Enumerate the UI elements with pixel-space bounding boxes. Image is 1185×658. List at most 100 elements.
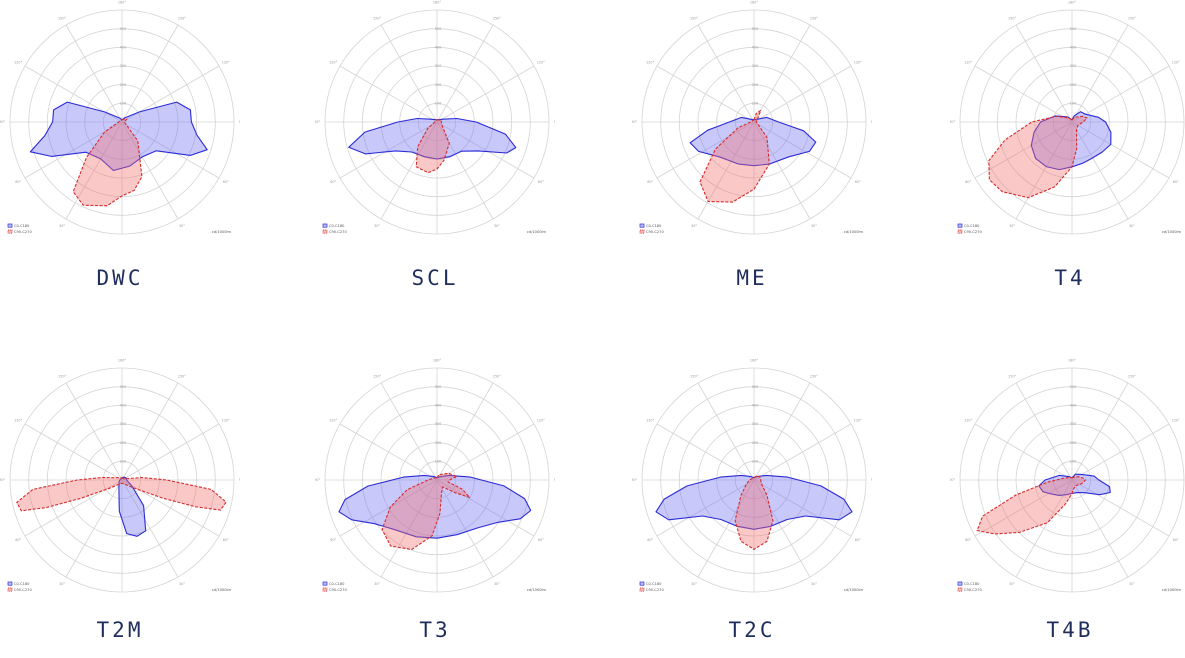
legend-label-c90: C90-C270 xyxy=(964,588,982,592)
grid-ray xyxy=(121,121,179,220)
angle-tick-label: 60° xyxy=(15,538,21,542)
radial-tick-label: 500 xyxy=(1070,27,1076,31)
legend-swatch-c90 xyxy=(957,587,963,592)
unit-label: cd/1000lm xyxy=(212,588,232,592)
legend: C0-C180 C90-C270 xyxy=(7,581,32,592)
radial-tick-label: 300 xyxy=(752,422,758,426)
grid-ray xyxy=(65,121,123,220)
angle-tick-label: 30° xyxy=(374,582,380,586)
legend-swatch-c0 xyxy=(639,581,645,586)
polar-diagram-t4b: 180°150°150°120°120°90°90°60°60°30°30°0°… xyxy=(950,358,1185,658)
angle-tick-label: 60° xyxy=(855,180,861,184)
angle-tick-label: 120° xyxy=(1172,60,1180,64)
grid-ray xyxy=(121,423,220,481)
angle-tick-label: 120° xyxy=(854,418,862,422)
angle-tick-label: 120° xyxy=(646,60,654,64)
angle-tick-label: 30° xyxy=(691,582,697,586)
angle-tick-label: 30° xyxy=(179,224,185,228)
grid-ray xyxy=(753,479,852,537)
radial-tick-label: 400 xyxy=(752,404,758,408)
curve-c90-c270 xyxy=(988,115,1088,199)
polar-diagram-t4: 180°150°150°120°120°90°90°60°60°30°30°0°… xyxy=(950,0,1185,300)
angle-tick-label: 150° xyxy=(690,374,698,378)
legend-swatch-c90 xyxy=(7,229,13,234)
radial-tick-label: 400 xyxy=(120,46,126,50)
legend-label-c90: C90-C270 xyxy=(646,588,664,592)
legend: C0-C180 C90-C270 xyxy=(639,223,664,234)
legend-swatch-c0 xyxy=(322,581,328,586)
angle-tick-label: 180° xyxy=(750,0,758,4)
radial-tick-label: 500 xyxy=(752,27,758,31)
curve-c0-c180 xyxy=(338,474,532,539)
angle-tick-label: 150° xyxy=(58,374,66,378)
radial-tick-label: 400 xyxy=(435,46,441,50)
diagram-label: T4 xyxy=(1054,266,1086,290)
angle-tick-label: 30° xyxy=(59,582,65,586)
radial-tick-label: 500 xyxy=(120,27,126,31)
angle-tick-label: 180° xyxy=(118,358,126,362)
grid-ray xyxy=(1071,121,1170,179)
angle-tick-label: 60° xyxy=(538,538,544,542)
radial-tick-label: 300 xyxy=(120,422,126,426)
grid-ray xyxy=(656,479,755,537)
legend-swatch-c90 xyxy=(639,229,645,234)
angle-tick-label: 60° xyxy=(223,538,229,542)
grid-ray xyxy=(380,121,438,220)
angle-tick-label: 150° xyxy=(810,374,818,378)
angle-tick-label: 120° xyxy=(537,418,545,422)
angle-tick-label: 150° xyxy=(58,16,66,20)
legend: C0-C180 C90-C270 xyxy=(322,223,347,234)
legend-label-c0: C0-C180 xyxy=(329,582,345,586)
grid-ray xyxy=(753,121,852,179)
curve-c90-c270 xyxy=(72,118,143,207)
legend-label-c0: C0-C180 xyxy=(646,582,662,586)
angle-tick-label: 150° xyxy=(493,374,501,378)
angle-tick-label: 120° xyxy=(537,60,545,64)
angle-tick-label: 180° xyxy=(118,0,126,4)
legend: C0-C180 C90-C270 xyxy=(957,581,982,592)
grid-ray xyxy=(1071,423,1170,481)
angle-tick-label: 30° xyxy=(811,224,817,228)
legend-label-c0: C0-C180 xyxy=(964,224,980,228)
angle-tick-label: 60° xyxy=(855,538,861,542)
angle-tick-label: 30° xyxy=(691,224,697,228)
grid-ray xyxy=(1015,479,1073,578)
grid-ray xyxy=(339,479,438,537)
angle-tick-label: 90° xyxy=(632,120,638,124)
diagram-label: SCL xyxy=(411,266,459,290)
angle-tick-label: 90° xyxy=(0,120,6,124)
diagram-label: T4B xyxy=(1046,618,1094,642)
legend-label-c0: C0-C180 xyxy=(329,224,345,228)
grid-ray xyxy=(1071,479,1129,578)
curve-c90-c270 xyxy=(415,119,450,174)
grid-ray xyxy=(436,423,535,481)
angle-tick-label: 120° xyxy=(14,418,22,422)
angle-tick-label: 30° xyxy=(1129,224,1135,228)
radial-tick-label: 200 xyxy=(435,441,441,445)
angle-tick-label: 60° xyxy=(15,180,21,184)
radial-tick-label: 300 xyxy=(1070,64,1076,68)
radial-tick-label: 300 xyxy=(435,422,441,426)
grid-ray xyxy=(753,121,811,220)
radial-tick-label: 200 xyxy=(1070,83,1076,87)
radial-tick-label: 400 xyxy=(120,404,126,408)
angle-tick-label: 60° xyxy=(1173,538,1179,542)
grid-ray xyxy=(65,24,123,123)
angle-tick-label: 150° xyxy=(690,16,698,20)
grid-ray xyxy=(339,121,438,179)
grid-ray xyxy=(753,382,811,481)
grid-ray xyxy=(24,121,123,179)
curve-c90-c270 xyxy=(16,476,227,512)
angle-tick-label: 60° xyxy=(647,538,653,542)
grid-ray xyxy=(339,65,438,123)
radial-tick-label: 400 xyxy=(1070,46,1076,50)
radial-tick-label: 400 xyxy=(435,404,441,408)
radial-tick-label: 300 xyxy=(120,64,126,68)
unit-label: cd/1000lm xyxy=(527,230,547,234)
angle-tick-label: 90° xyxy=(239,478,240,482)
grid-ray xyxy=(436,479,535,537)
grid-ray xyxy=(1071,479,1170,537)
polar-chart: 180°150°150°120°120°90°90°60°60°30°30°0°… xyxy=(950,0,1185,235)
angle-tick-label: 150° xyxy=(1128,16,1136,20)
diagram-label: T2C xyxy=(728,618,776,642)
